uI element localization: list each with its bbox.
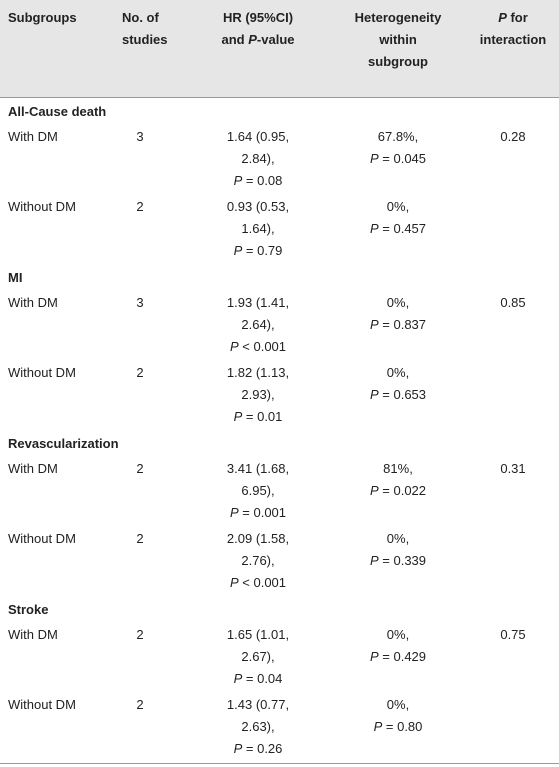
hr-cell: 0.93 (0.53, [226,199,290,214]
heterogeneity-cell: P = 0.457 [369,221,427,236]
heterogeneity-cell: P = 0.429 [369,649,427,664]
studies-cell: 2 [136,697,144,712]
hr-cell: 1.64), [241,221,275,236]
subgroup-cell: With DM [8,295,58,310]
subgroup-cell: Without DM [8,531,76,546]
hr-cell: P = 0.08 [233,173,283,188]
studies-cell: 2 [136,531,144,546]
hr-cell: P = 0.79 [233,243,283,258]
hr-cell: 1.65 (1.01, [226,627,290,642]
section-title: All-Cause death [8,104,107,119]
hr-cell: P < 0.001 [229,339,287,354]
hr-cell: 2.63), [241,719,275,734]
hr-cell: 2.93), [241,387,275,402]
heterogeneity-cell: 0%, [386,365,410,380]
subgroup-cell: Without DM [8,199,76,214]
hr-cell: P = 0.01 [233,409,283,424]
heterogeneity-cell: 0%, [386,295,410,310]
header-text: -value [256,32,295,47]
hr-cell: 2.09 (1.58, [226,531,290,546]
studies-cell: 3 [136,129,144,144]
header-rule [0,97,559,98]
header-cell: No. of [122,10,159,25]
header-cell: Heterogeneity [354,10,442,25]
section-title: MI [8,270,23,285]
header-cell: and P-value [222,30,295,50]
hr-cell: P < 0.001 [229,575,287,590]
subgroup-cell: Without DM [8,697,76,712]
heterogeneity-cell: P = 0.045 [369,151,427,166]
header-cell: subgroup [368,54,428,69]
section-title: Stroke [8,602,49,617]
heterogeneity-cell: 0%, [386,531,410,546]
hr-cell: P = 0.04 [233,671,283,686]
subgroup-cell: With DM [8,627,58,642]
heterogeneity-cell: P = 0.837 [369,317,427,332]
studies-cell: 2 [136,199,144,214]
heterogeneity-cell: 0%, [386,697,410,712]
hr-cell: 2.67), [241,649,275,664]
studies-cell: 2 [136,365,144,380]
studies-cell: 2 [136,461,144,476]
heterogeneity-cell: 67.8%, [377,129,419,144]
hr-cell: P = 0.26 [233,741,283,756]
header-cell: Subgroups [8,10,77,25]
subgroup-cell: Without DM [8,365,76,380]
heterogeneity-cell: P = 0.80 [373,719,423,734]
hr-cell: 1.93 (1.41, [226,295,290,310]
hr-cell: P = 0.001 [229,505,287,520]
heterogeneity-cell: P = 0.022 [369,483,427,498]
interaction-cell: 0.31 [500,461,526,476]
studies-cell: 3 [136,295,144,310]
header-cell: P for [498,10,528,25]
header-cell: studies [122,32,168,47]
bottom-rule [0,763,559,764]
heterogeneity-cell: P = 0.339 [369,553,427,568]
hr-cell: 3.41 (1.68, [226,461,290,476]
hr-cell: 1.64 (0.95, [226,129,290,144]
header-cell: HR (95%CI) [222,10,294,25]
section-title: Revascularization [8,436,119,451]
studies-cell: 2 [136,627,144,642]
hr-cell: 6.95), [241,483,275,498]
header-cell: within [379,32,417,47]
header-background [0,0,559,97]
interaction-cell: 0.28 [500,129,526,144]
hr-cell: 1.82 (1.13, [226,365,290,380]
hr-cell: 2.84), [241,151,275,166]
heterogeneity-cell: 0%, [386,627,410,642]
hr-cell: 1.43 (0.77, [226,697,290,712]
interaction-cell: 0.75 [500,627,526,642]
hr-cell: 2.64), [241,317,275,332]
subgroup-cell: With DM [8,129,58,144]
header-cell: interaction [479,32,547,47]
header-text: P [248,32,257,47]
subgroup-cell: With DM [8,461,58,476]
heterogeneity-cell: P = 0.653 [369,387,427,402]
heterogeneity-cell: 81%, [383,461,413,476]
header-text: and [221,32,249,47]
interaction-cell: 0.85 [500,295,526,310]
hr-cell: 2.76), [241,553,275,568]
heterogeneity-cell: 0%, [386,199,410,214]
